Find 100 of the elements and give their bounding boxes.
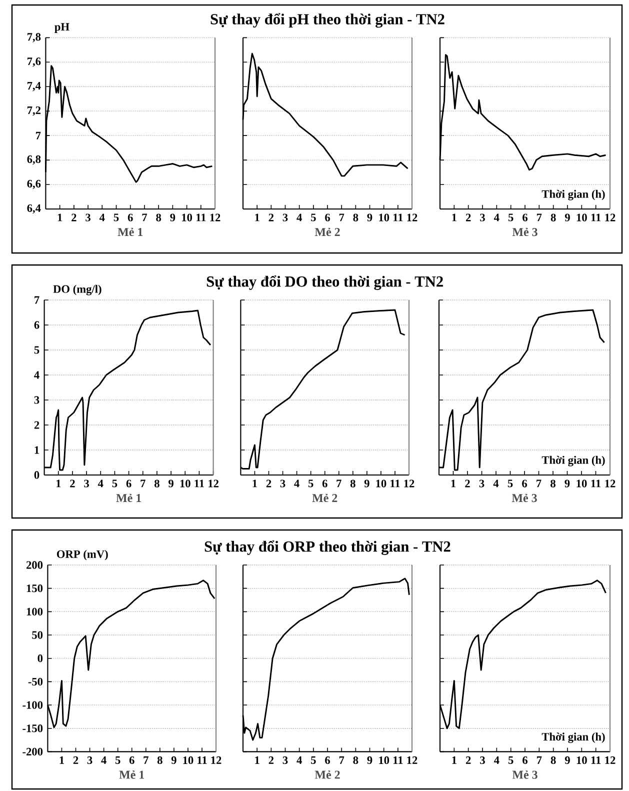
y-tick-label: 7 (36, 132, 41, 140)
y-tick-label: 7,4 (27, 82, 41, 92)
y-tick-label: 3 (34, 396, 40, 404)
x-tick-label: 10 (379, 756, 390, 764)
x-tick-label: 10 (576, 214, 587, 222)
x-tick-label: 5 (112, 480, 118, 488)
x-tick-label: 3 (280, 480, 286, 488)
x-tick-label: 2 (266, 480, 272, 488)
x-tick-label: 6 (126, 480, 132, 488)
y-tick-label: 6,6 (27, 180, 41, 190)
x-tick-label: 7 (140, 480, 146, 488)
x-tick-label: 7 (142, 214, 148, 222)
y-tick-label: 4 (34, 371, 40, 379)
chart-title: Sự thay đổi ORP theo thời gian - TN2 (204, 540, 450, 555)
x-tick-label: 11 (591, 756, 601, 764)
x-axis-title: Mẻ 2 (314, 228, 340, 236)
x-tick-label: 9 (564, 214, 570, 222)
x-tick-label: 4 (294, 480, 300, 488)
x-tick-label: 8 (550, 480, 556, 488)
x-tick-label: 9 (168, 480, 174, 488)
x-tick-label: 10 (180, 480, 190, 488)
x-axis-title: Mẻ 2 (314, 770, 340, 779)
x-axis-title: Mẻ 3 (512, 228, 538, 236)
y-tick-label: 150 (26, 584, 43, 592)
x-tick-label: 10 (576, 480, 587, 488)
x-tick-label: 10 (183, 756, 194, 764)
x-tick-label: 5 (508, 756, 514, 764)
x-tick-label: 6 (522, 480, 528, 488)
x-tick-label: 8 (350, 480, 356, 488)
y-tick-label: 50 (32, 631, 43, 639)
x-tick-label: 12 (407, 756, 418, 764)
x-tick-label: 2 (73, 756, 78, 764)
x-tick-label: 2 (465, 480, 470, 488)
x-tick-label: 12 (605, 480, 616, 488)
x-tick-label: 4 (494, 214, 500, 222)
x-tick-label: 4 (101, 756, 106, 764)
x-tick-label: 12 (404, 480, 414, 488)
x-tick-label: 8 (550, 756, 556, 764)
x-tick-label: 9 (170, 214, 176, 222)
y-tick-label: 0 (38, 654, 43, 662)
x-tick-label: 11 (393, 214, 403, 222)
x-tick-label: 5 (508, 214, 514, 222)
x-tick-label: 11 (198, 756, 207, 764)
x-tick-label: 4 (493, 480, 499, 488)
chart-title: Sự thay đổi DO theo thời gian - TN2 (206, 275, 443, 290)
y-tick-label: 6 (34, 321, 40, 329)
x-tick-label: 2 (268, 756, 274, 764)
x-tick-label: 8 (156, 214, 162, 222)
x-tick-label: 5 (115, 756, 120, 764)
y-tick-label: -100 (22, 701, 43, 709)
x-tick-label: 6 (522, 214, 528, 222)
y-axis-title: pH (54, 23, 70, 33)
x-axis-title: Mẻ 1 (116, 494, 141, 502)
y-tick-label: 6,8 (27, 155, 41, 165)
annotation: Thời gian (h) (542, 190, 605, 200)
x-tick-label: 3 (282, 214, 288, 222)
x-tick-label: 6 (522, 756, 528, 764)
x-tick-label: 5 (308, 480, 314, 488)
x-tick-label: 1 (255, 214, 260, 222)
x-tick-label: 3 (86, 214, 90, 222)
x-tick-label: 3 (480, 756, 485, 764)
x-tick-label: 9 (367, 756, 372, 764)
x-tick-label: 4 (296, 756, 302, 764)
x-tick-label: 7 (336, 480, 342, 488)
x-tick-label: 6 (322, 480, 328, 488)
x-tick-label: 1 (255, 756, 260, 764)
x-tick-label: 9 (564, 756, 570, 764)
y-tick-label: 7,6 (27, 58, 41, 67)
x-axis-title: Mẻ 1 (118, 228, 143, 236)
x-tick-label: 1 (56, 480, 61, 488)
x-tick-label: 6 (128, 214, 133, 222)
x-tick-label: 6 (129, 756, 134, 764)
y-tick-label: 2 (34, 421, 40, 429)
x-tick-label: 1 (452, 756, 456, 764)
x-tick-label: 1 (451, 480, 456, 488)
annotation: Thời gian (h) (542, 732, 605, 743)
x-tick-label: 4 (99, 214, 105, 222)
y-tick-label: 200 (26, 561, 43, 569)
x-tick-label: 3 (480, 214, 485, 222)
y-axis-title: ORP (mV) (56, 550, 108, 560)
x-tick-label: 4 (494, 756, 500, 764)
x-tick-label: 8 (157, 756, 162, 764)
annotation: Thời gian (h) (542, 456, 605, 466)
x-tick-label: 5 (311, 214, 316, 222)
x-tick-label: 6 (325, 214, 330, 222)
x-tick-label: 10 (576, 756, 587, 764)
x-axis-title: Mẻ 2 (312, 494, 338, 502)
y-tick-label: 0 (34, 471, 40, 479)
x-tick-label: 1 (452, 214, 456, 222)
x-tick-label: 7 (536, 756, 542, 764)
x-tick-label: 12 (407, 214, 418, 222)
x-tick-label: 9 (564, 480, 570, 488)
x-tick-label: 8 (353, 756, 358, 764)
x-tick-label: 9 (367, 214, 372, 222)
x-tick-label: 2 (268, 214, 274, 222)
y-tick-label: -200 (22, 748, 43, 756)
x-tick-label: 6 (325, 756, 330, 764)
x-tick-label: 11 (196, 214, 206, 222)
x-axis-title: Mẻ 1 (119, 770, 144, 779)
x-tick-label: 12 (208, 480, 218, 488)
